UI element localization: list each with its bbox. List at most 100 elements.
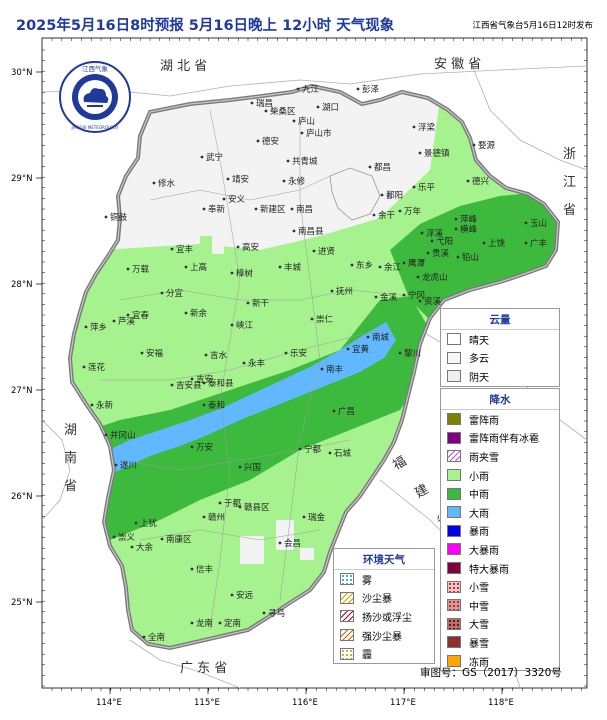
legend-precip-label: 暴雨 <box>469 527 489 539</box>
city-marker <box>456 255 460 259</box>
city-label: 分宜 <box>166 288 184 299</box>
city-label: 玉山 <box>530 218 547 229</box>
city-marker <box>114 463 118 467</box>
city-marker <box>254 207 258 211</box>
map-approval-number: 审图号：GS（2017）3320号 <box>420 667 562 679</box>
city-marker <box>416 275 420 279</box>
city-label: 婺源 <box>478 140 496 151</box>
legend-precip-item: 大暴雨 <box>441 540 559 559</box>
legend-env-label: 雾 <box>362 575 372 587</box>
lat-tick: 27°N <box>11 386 32 396</box>
city-marker <box>412 125 416 129</box>
city-marker <box>350 263 354 267</box>
lat-axis: 30°N 29°N 28°N 27°N 26°N 25°N <box>11 68 42 608</box>
legend-env-title: 环境天气 <box>334 549 434 570</box>
legend-precipitation: 降水 雷阵雨 雷阵雨伴有冰雹 雨夹雪 小雨 中雨 大雨 暴雨 大暴雨 特大暴雨 小雪 中雪 大雪 暴雪冻… <box>440 388 560 672</box>
legend-precip-swatch <box>447 562 461 575</box>
city-marker <box>130 545 134 549</box>
city-marker <box>190 377 194 381</box>
city-label: 井冈山 <box>110 430 136 441</box>
legend-precip-label: 雷阵雨伴有冰雹 <box>469 434 539 446</box>
legend-cloud-swatch <box>447 333 461 346</box>
city-label: 永新 <box>96 400 114 411</box>
city-label: 瑞金 <box>308 512 326 523</box>
legend-precip-label: 大暴雨 <box>469 545 499 557</box>
city-marker <box>160 537 164 541</box>
city-label: 会昌 <box>284 538 301 549</box>
city-marker <box>284 351 288 355</box>
legend-precip-swatch <box>447 487 461 500</box>
city-label: 信丰 <box>196 564 214 575</box>
city-label: 龙虎山 <box>422 272 448 283</box>
city-marker <box>170 247 174 251</box>
city-marker <box>420 231 424 235</box>
city-label: 新建区 <box>260 204 286 215</box>
city-label: 丰城 <box>284 262 302 273</box>
city-marker <box>316 105 320 109</box>
logo-top-text: 江西气象 <box>82 64 109 73</box>
city-marker <box>418 151 422 155</box>
lon-tick: 115°E <box>194 698 220 708</box>
city-label: 峡江 <box>236 320 254 331</box>
legend-env-label: 霾 <box>362 650 372 662</box>
city-label: 南丰 <box>326 364 344 375</box>
province-label-zhejiang-1: 浙 <box>563 147 576 162</box>
legend-precip-label: 大雪 <box>469 620 489 632</box>
legend-cloud-title: 云量 <box>441 309 559 330</box>
legend-cloud-item: 晴天 <box>441 330 559 349</box>
legend-precip-item: 大雨 <box>441 503 559 522</box>
city-label: 崇义 <box>118 533 136 543</box>
legend-env-item: 扬沙或浮尘 <box>334 607 434 626</box>
legend-cloud-item: 阴天 <box>441 367 559 386</box>
city-marker <box>482 241 486 245</box>
province-label-hubei: 湖 北 省 <box>160 59 207 74</box>
city-label: 余干 <box>378 210 396 221</box>
city-marker <box>398 351 402 355</box>
city-marker <box>264 109 268 113</box>
city-marker <box>454 217 458 221</box>
city-label: 大余 <box>136 542 154 553</box>
city-marker <box>346 347 350 351</box>
city-marker <box>238 465 242 469</box>
city-marker <box>126 313 130 317</box>
logo-bottom-text: JIANGXI METEOROLOGY <box>71 125 120 130</box>
city-marker <box>142 635 146 639</box>
lat-tick: 30°N <box>11 68 32 78</box>
city-marker <box>218 621 222 625</box>
legend-precip-swatch <box>447 655 461 668</box>
city-marker <box>278 541 282 545</box>
province-label-hunan-3: 省 <box>64 479 77 494</box>
city-marker <box>226 177 230 181</box>
city-label: 上饶 <box>488 238 506 249</box>
city-marker <box>328 451 332 455</box>
city-marker <box>292 119 296 123</box>
city-label: 鹰潭 <box>408 258 426 269</box>
legend-env-label: 扬沙或浮尘 <box>362 612 412 624</box>
legend-precip-label: 雷阵雨 <box>469 415 499 427</box>
city-label: 宜黄 <box>352 344 370 355</box>
legend-precip-swatch <box>447 524 461 537</box>
legend-precip-item: 暴雨 <box>441 522 559 541</box>
legend-cloud-label: 多云 <box>469 354 489 366</box>
legend-precip-label: 暴雪 <box>469 638 489 650</box>
city-label: 南昌县 <box>298 226 324 237</box>
city-label: 宁冈 <box>408 290 425 301</box>
city-label: 新干 <box>252 298 270 309</box>
city-marker <box>184 265 188 269</box>
legend-precip-swatch <box>447 580 461 593</box>
legend-env-item: 霾 <box>334 644 434 663</box>
city-marker <box>472 143 476 147</box>
legend-env-swatch <box>340 610 354 623</box>
city-label: 宜春 <box>132 310 150 321</box>
city-marker <box>366 335 370 339</box>
legend-precip-item: 雨夹雪 <box>441 447 559 466</box>
city-marker <box>230 271 234 275</box>
city-marker <box>160 291 164 295</box>
legend-cloud-cover: 云量 晴天多云 阴天 <box>440 308 560 387</box>
city-label: 安义 <box>228 194 246 205</box>
legend-precip-swatch <box>447 599 461 612</box>
city-label: 德兴 <box>472 176 490 187</box>
city-label: 鄱阳 <box>386 191 403 201</box>
city-label: 吉安县 <box>176 380 202 391</box>
